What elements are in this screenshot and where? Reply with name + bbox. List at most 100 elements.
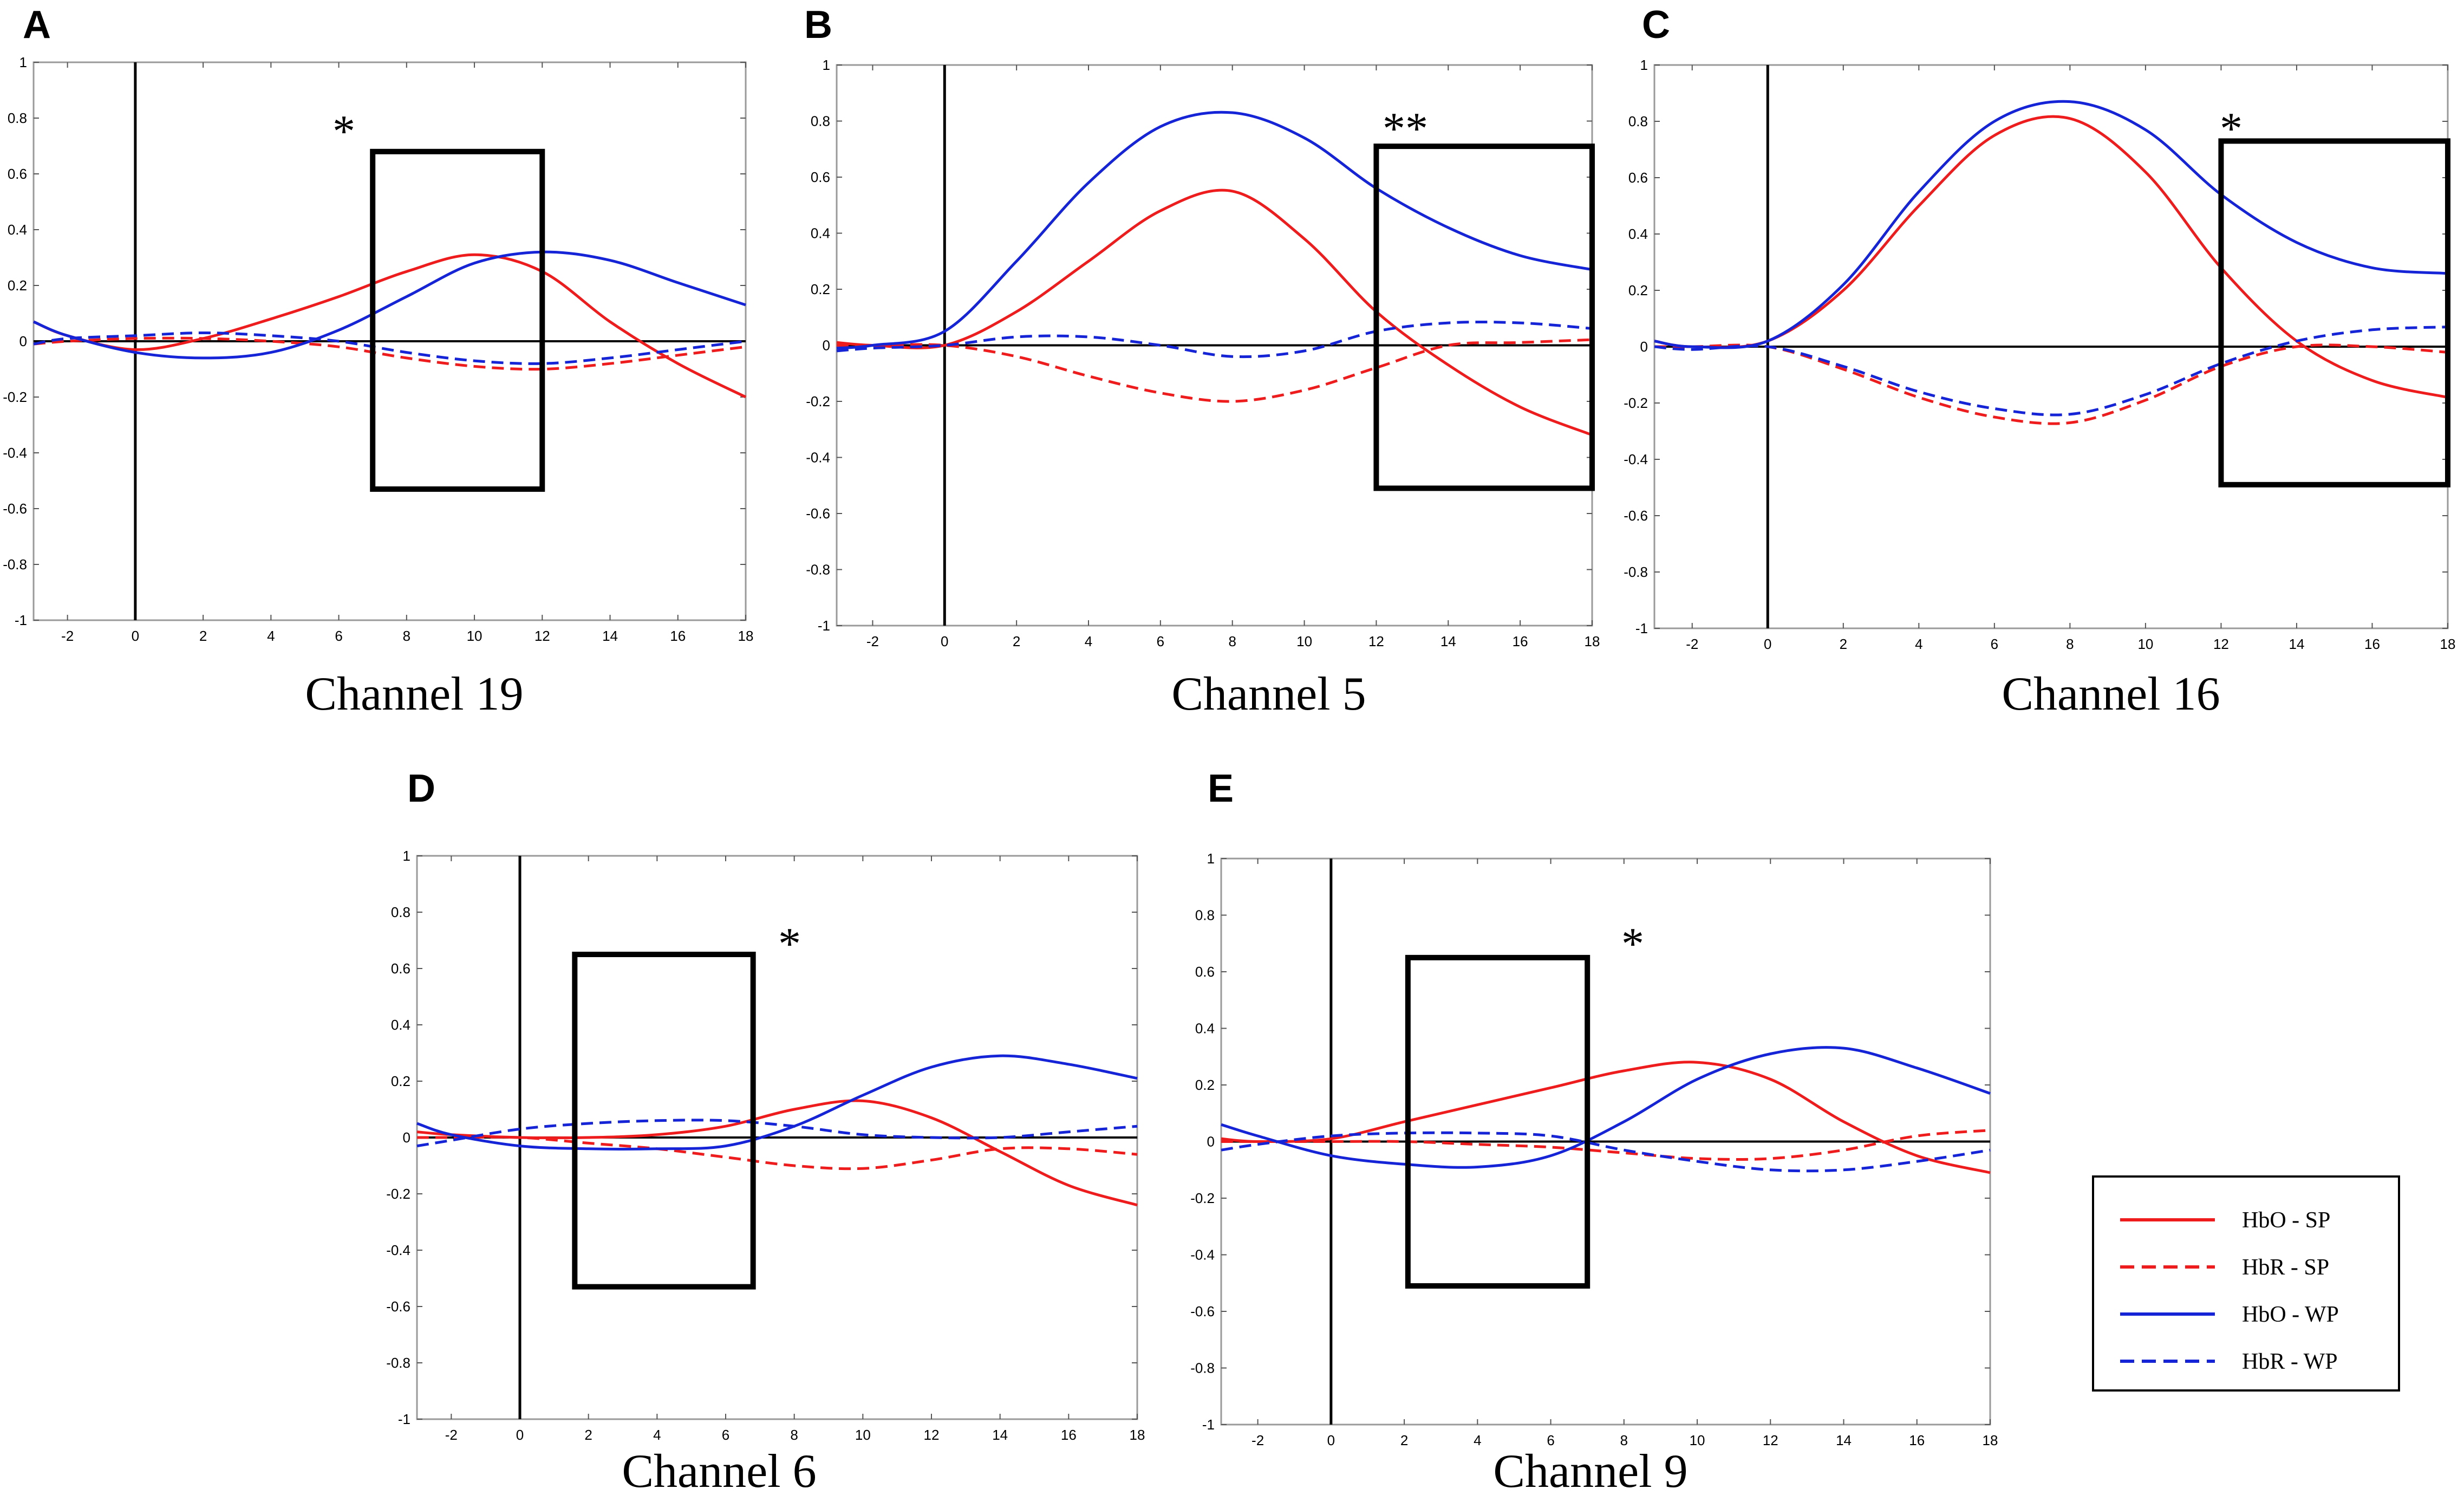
significance-marker: * bbox=[333, 106, 355, 157]
y-tick-label: 0.6 bbox=[811, 169, 830, 185]
y-tick-label: 0.8 bbox=[1195, 907, 1215, 924]
y-tick-label: 1 bbox=[1207, 850, 1215, 867]
x-tick-label: 16 bbox=[670, 628, 686, 644]
y-tick-label: 1 bbox=[403, 848, 410, 864]
x-tick-label: 2 bbox=[1840, 636, 1847, 652]
y-tick-label: 1 bbox=[1640, 57, 1648, 73]
x-tick-label: 12 bbox=[534, 628, 550, 644]
x-tick-label: 18 bbox=[2440, 636, 2456, 652]
x-tick-label: 8 bbox=[1228, 633, 1236, 649]
x-tick-label: 16 bbox=[1513, 633, 1528, 649]
x-tick-label: 4 bbox=[267, 628, 275, 644]
y-tick-label: -1 bbox=[1635, 620, 1648, 636]
series-hbr-sp bbox=[417, 1135, 1138, 1171]
y-tick-label: 1 bbox=[19, 54, 27, 70]
x-tick-label: -2 bbox=[61, 628, 74, 644]
y-tick-label: -0.4 bbox=[386, 1242, 410, 1258]
y-tick-label: -0.6 bbox=[806, 505, 830, 522]
y-tick-label: -0.2 bbox=[806, 393, 830, 410]
x-tick-label: 10 bbox=[1690, 1432, 1705, 1448]
y-tick-label: -0.6 bbox=[386, 1298, 410, 1315]
significance-marker: * bbox=[778, 919, 801, 969]
x-tick-label: 10 bbox=[1296, 633, 1312, 649]
y-tick-label: 0.6 bbox=[391, 960, 410, 977]
series-hbr-wp bbox=[416, 1119, 1138, 1148]
y-tick-label: -0.8 bbox=[386, 1355, 410, 1371]
significance-marker: * bbox=[1621, 919, 1644, 969]
x-tick-label: 12 bbox=[2213, 636, 2229, 652]
y-tick-label: 0.2 bbox=[811, 281, 830, 297]
x-tick-label: 8 bbox=[790, 1427, 798, 1443]
x-tick-label: 6 bbox=[1991, 636, 1998, 652]
x-tick-label: 4 bbox=[1474, 1432, 1481, 1448]
x-tick-label: -2 bbox=[1251, 1432, 1264, 1448]
analysis-window bbox=[370, 148, 545, 492]
x-tick-label: 10 bbox=[2137, 636, 2153, 652]
significance-marker: ** bbox=[1383, 103, 1428, 154]
panel-B: B -1 -0.8 -0.6 -0.4 -0.2 0 0.2 0.4 0.6 0.8 1 -2 0 2 4 6 8… bbox=[804, 3, 1600, 720]
x-tick-label: -2 bbox=[445, 1427, 458, 1443]
panel-letter: A bbox=[23, 3, 51, 47]
x-tick-label: 4 bbox=[1085, 633, 1092, 649]
y-tick-label: -0.6 bbox=[1190, 1303, 1215, 1320]
y-tick-label: -0.2 bbox=[1190, 1190, 1215, 1206]
y-tick-label: 0.2 bbox=[1628, 282, 1648, 298]
y-tick-label: 0.8 bbox=[8, 110, 27, 126]
series-hbo-sp bbox=[416, 1099, 1138, 1207]
y-tick-label: 0.2 bbox=[391, 1073, 410, 1089]
y-tick-label: -0.4 bbox=[806, 450, 830, 466]
legend-box bbox=[2092, 1175, 2400, 1392]
legend-label: HbR - WP bbox=[2242, 1349, 2338, 1374]
y-tick-label: 0.4 bbox=[811, 225, 830, 242]
y-tick-label: -0.6 bbox=[1624, 508, 1648, 524]
x-tick-label: 16 bbox=[2364, 636, 2380, 652]
y-tick-label: 0.8 bbox=[391, 904, 410, 920]
panel-A: A -1 -0.8 -0.6 -0.4 -0.2 0 0.2 0.4 0.6 0.8 1 -2 0 2 4 6 8… bbox=[3, 3, 753, 720]
x-tick-label: 18 bbox=[1585, 633, 1600, 649]
x-tick-label: 2 bbox=[199, 628, 207, 644]
x-tick-label: 18 bbox=[1983, 1432, 1998, 1448]
y-tick-label: 0 bbox=[823, 337, 830, 354]
series-hbo-sp bbox=[33, 253, 747, 399]
x-tick-label: 10 bbox=[467, 628, 483, 644]
y-tick-label: -0.6 bbox=[3, 500, 27, 517]
x-tick-label: 6 bbox=[722, 1427, 729, 1443]
y-tick-label: -1 bbox=[1202, 1416, 1215, 1433]
series-hbr-wp bbox=[836, 320, 1593, 359]
series-hbr-sp bbox=[1654, 343, 2448, 425]
y-tick-label: -0.8 bbox=[806, 562, 830, 578]
y-tick-label: -0.2 bbox=[1624, 395, 1648, 411]
y-tick-label: -1 bbox=[398, 1411, 410, 1427]
y-tick-label: -0.8 bbox=[1190, 1360, 1215, 1376]
x-tick-label: 6 bbox=[1547, 1432, 1554, 1448]
y-tick-label: -0.4 bbox=[1190, 1247, 1215, 1263]
series-hbo-sp bbox=[1221, 1061, 1991, 1174]
y-tick-label: 0.4 bbox=[1628, 226, 1648, 242]
y-tick-label: -0.4 bbox=[1624, 451, 1648, 467]
legend-label: HbO - WP bbox=[2242, 1302, 2339, 1327]
x-tick-label: 14 bbox=[1836, 1432, 1852, 1448]
y-tick-label: -0.8 bbox=[1624, 564, 1648, 580]
x-tick-label: 12 bbox=[1368, 633, 1384, 649]
y-tick-label: -0.8 bbox=[3, 556, 27, 573]
y-tick-label: 0 bbox=[403, 1129, 410, 1146]
x-tick-label: -2 bbox=[1686, 636, 1698, 652]
x-tick-label: 8 bbox=[2066, 636, 2074, 652]
series-hbr-wp bbox=[1654, 326, 2448, 417]
x-tick-label: 14 bbox=[2289, 636, 2304, 652]
x-tick-label: 4 bbox=[1915, 636, 1922, 652]
x-tick-label: 2 bbox=[1400, 1432, 1408, 1448]
x-tick-label: 18 bbox=[1130, 1427, 1145, 1443]
panel-letter: C bbox=[1642, 3, 1670, 47]
series-hbr-sp bbox=[33, 336, 746, 371]
analysis-window bbox=[2218, 138, 2451, 487]
x-tick-label: 6 bbox=[335, 628, 342, 644]
analysis-window bbox=[1373, 144, 1595, 491]
y-tick-label: 0.6 bbox=[1628, 170, 1648, 186]
y-tick-label: -0.4 bbox=[3, 445, 27, 461]
y-tick-label: 0 bbox=[19, 333, 27, 349]
legend: HbO - SP HbR - SP HbO - WP HbR - WP bbox=[2092, 1175, 2400, 1392]
analysis-window bbox=[1405, 954, 1590, 1289]
significance-marker: * bbox=[2220, 103, 2243, 154]
